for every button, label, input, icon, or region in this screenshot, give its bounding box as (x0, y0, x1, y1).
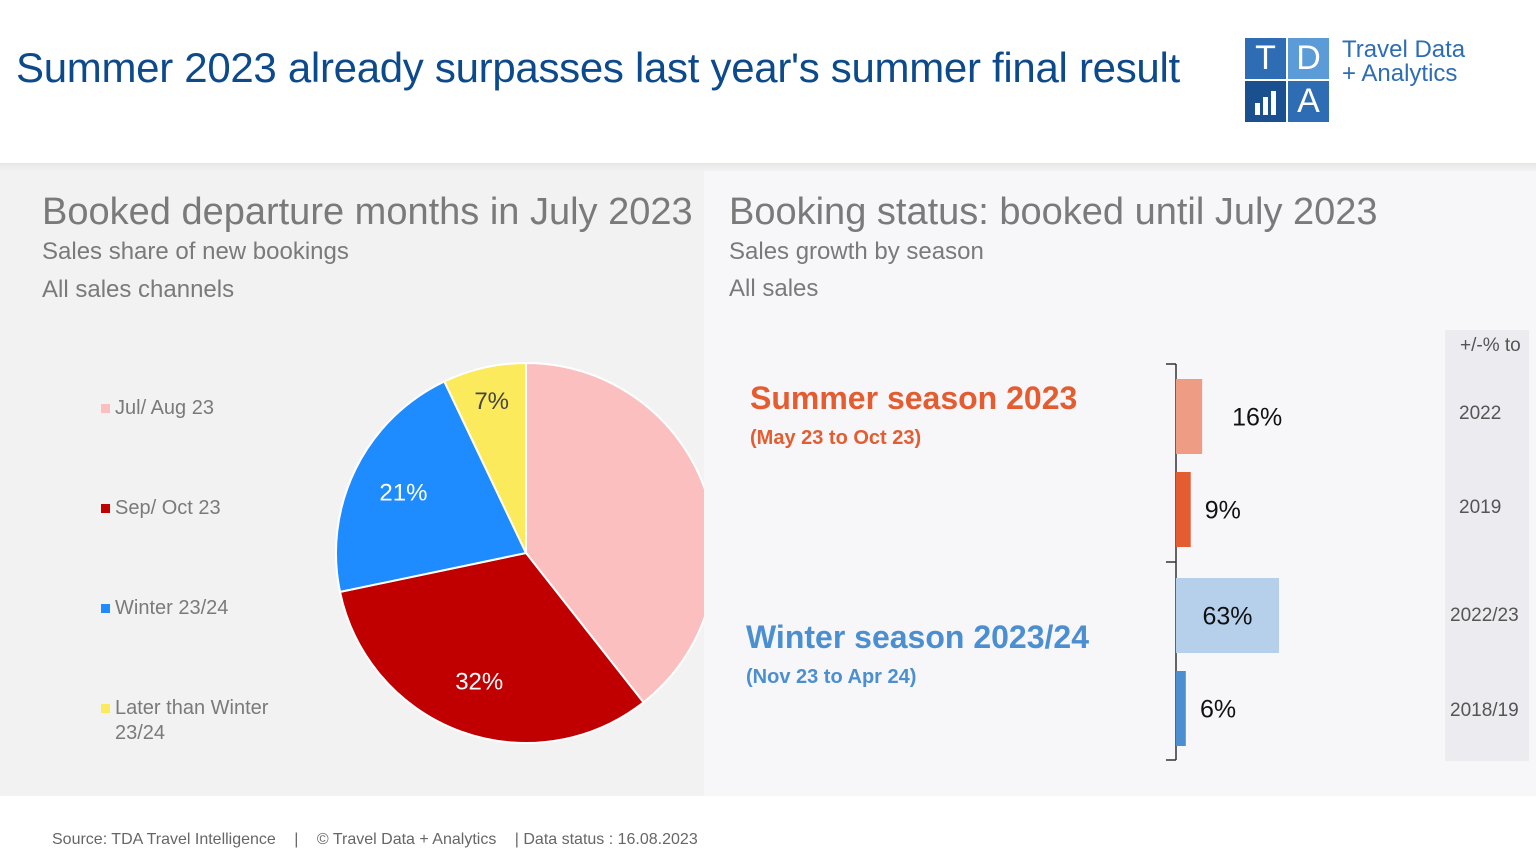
logo-letter-t: T (1245, 38, 1286, 79)
bar-chart-icon (1245, 81, 1286, 122)
compare-year-label: 2019 (1459, 497, 1502, 518)
bar-data-label: 63% (1202, 603, 1252, 631)
comparison-header: +/-% to (1460, 335, 1521, 356)
summer-season-title: Summer season 2023 (750, 380, 1078, 416)
legend-swatch (101, 704, 110, 713)
pie-slice-jul-aug (525, 361, 704, 704)
compare-year-label: 2022/23 (1450, 605, 1519, 626)
legend-swatch (101, 604, 110, 613)
logo-name-line1: Travel Data (1342, 36, 1466, 63)
comparison-column (1445, 330, 1529, 761)
pie-chart-title: Booked departure months in July 2023 (42, 191, 693, 233)
compare-year-label: 2018/19 (1450, 700, 1519, 721)
legend-label: Winter 23/24 (115, 597, 229, 619)
bar-chart-title: Booking status: booked until July 2023 (729, 191, 1378, 233)
pie-slice-winter (335, 380, 528, 594)
pie-chart: 39%32%21%7% (335, 361, 704, 744)
bar-chart-subtitle: Sales growth by season (729, 238, 984, 265)
bar-2022/23 (1176, 578, 1279, 653)
logo-name-line2: + Analytics (1342, 60, 1458, 87)
bar-data-label: 9% (1205, 497, 1241, 525)
pie-data-label: 7% (474, 388, 509, 415)
winter-season-title: Winter season 2023/24 (746, 619, 1089, 655)
bar-chart: 16% 9% 63% 6% (1166, 363, 1282, 761)
bar-2019 (1176, 472, 1191, 547)
summer-season-period: (May 23 to Oct 23) (750, 427, 922, 449)
legend-swatch (101, 404, 110, 413)
legend-label: Sep/ Oct 23 (115, 497, 221, 519)
bar-chart-subtitle2: All sales (729, 275, 819, 302)
tda-logo: T D A Travel Data + Analytics (1245, 36, 1495, 128)
compare-year-label: 2022 (1459, 403, 1502, 424)
pie-chart-subtitle: Sales share of new bookings (42, 238, 349, 265)
header-shadow (0, 163, 1536, 171)
pie-slice-later (443, 361, 527, 554)
bar-data-label: 16% (1232, 404, 1282, 432)
pie-chart-subtitle2: All sales channels (42, 276, 235, 303)
pie-data-label: 32% (455, 669, 503, 696)
footer-copyright: © Travel Data + Analytics (316, 831, 497, 848)
header: Summer 2023 already surpasses last year'… (0, 0, 1536, 163)
bar-panel (704, 163, 1536, 796)
legend-label: Jul/ Aug 23 (115, 397, 214, 419)
footer-status: | Data status : 16.08.2023 (514, 831, 698, 848)
logo-letter-a: A (1288, 81, 1329, 122)
pie-data-label: 21% (379, 479, 427, 506)
footer-source: Source: TDA Travel Intelligence (52, 831, 276, 848)
bar-data-label: 6% (1200, 696, 1236, 724)
footer-separator: | (294, 831, 299, 848)
logo-letter-d: D (1288, 38, 1329, 79)
legend-swatch (101, 504, 110, 513)
legend-label: Later than Winter 23/24 (115, 697, 269, 744)
bar-2022 (1176, 379, 1203, 454)
pie-slice-sep-oct (338, 551, 645, 744)
bar-2018/19 (1176, 671, 1186, 746)
winter-season-period: (Nov 23 to Apr 24) (746, 666, 917, 688)
footer: Source: TDA Travel Intelligence | © Trav… (52, 831, 698, 849)
page-title: Summer 2023 already surpasses last year'… (16, 44, 1180, 91)
